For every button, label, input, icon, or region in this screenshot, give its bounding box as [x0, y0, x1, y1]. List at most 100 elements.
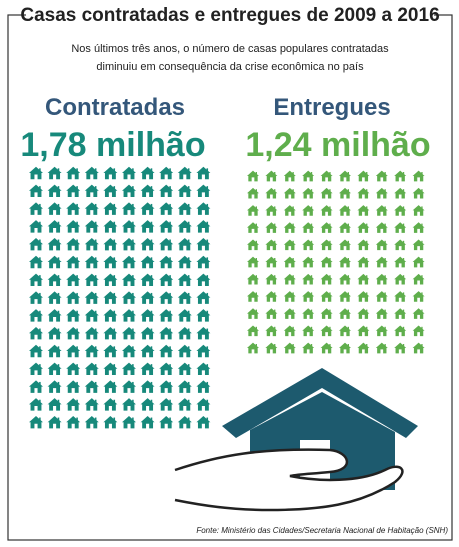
house-icon [84, 380, 99, 393]
house-icon [247, 325, 259, 337]
house-icon [29, 362, 43, 376]
house-icon [122, 202, 136, 215]
house-icon [394, 205, 407, 216]
house-icon [412, 291, 425, 302]
house-icon [84, 237, 99, 251]
house-icon [140, 273, 155, 287]
house-icon [122, 166, 136, 180]
house-icon [84, 166, 99, 180]
house-icon [196, 309, 211, 322]
house-icon [357, 222, 370, 233]
house-icon [357, 256, 370, 268]
house-icon [103, 202, 118, 215]
house-icon [103, 184, 118, 198]
house-icon [196, 184, 211, 198]
house-icon [394, 187, 407, 199]
house-in-hand [174, 368, 418, 512]
house-icon [265, 273, 278, 285]
house-icon [177, 291, 192, 304]
house-icon [140, 255, 155, 269]
house-icon [302, 187, 315, 199]
house-icon [122, 237, 136, 251]
house-icon [66, 362, 81, 376]
house-icon [159, 202, 174, 215]
house-icon [375, 273, 388, 285]
house-icon [196, 291, 211, 304]
house-icon [412, 187, 425, 199]
house-icon [159, 415, 174, 429]
house-icon [122, 326, 136, 340]
house-icon [339, 291, 351, 302]
house-icon [412, 205, 425, 216]
house-icon [122, 344, 136, 358]
house-icon [302, 256, 315, 268]
house-icon [265, 256, 278, 268]
house-icon [29, 273, 43, 287]
house-icon [375, 239, 388, 251]
house-icon [159, 291, 174, 304]
house-icon [247, 239, 259, 251]
house-icon [66, 344, 81, 358]
house-icon [283, 170, 296, 182]
house-icon [283, 187, 296, 199]
title-bg [26, 4, 434, 26]
house-icon [247, 308, 259, 319]
house-icon [103, 255, 118, 269]
house-icon [177, 220, 192, 233]
house-icon [159, 273, 174, 287]
house-icon [412, 325, 425, 337]
house-icon [47, 344, 62, 358]
house-icon [29, 326, 43, 340]
house-icon [412, 170, 425, 182]
house-icon [412, 239, 425, 251]
house-icon [283, 239, 296, 251]
house-icon [103, 220, 118, 233]
house-icon [103, 291, 118, 304]
house-icon [247, 342, 259, 354]
house-icon [140, 344, 155, 358]
house-icon [177, 344, 192, 358]
house-icon [302, 342, 315, 354]
house-icon [122, 362, 136, 376]
house-icon [29, 202, 43, 215]
house-icon [122, 255, 136, 269]
house-icon [29, 220, 43, 233]
house-icon [375, 342, 388, 354]
house-icon [84, 362, 99, 376]
house-icon [339, 273, 351, 285]
house-icon [177, 184, 192, 198]
house-icon [140, 237, 155, 251]
house-icon [140, 184, 155, 198]
house-icon [394, 239, 407, 251]
house-icon [103, 309, 118, 322]
house-icon [375, 325, 388, 337]
house-icon [196, 380, 211, 393]
house-icon [47, 255, 62, 269]
house-icon [66, 398, 81, 411]
house-icon [66, 237, 81, 251]
house-icon [283, 256, 296, 268]
house-icon [84, 202, 99, 215]
house-icon [302, 170, 315, 182]
house-icon [29, 291, 43, 304]
house-icon [283, 308, 296, 319]
house-icon [196, 326, 211, 340]
house-icon [196, 344, 211, 358]
house-icon [302, 325, 315, 337]
house-icon [196, 398, 211, 411]
house-icon [122, 380, 136, 393]
icon-grids [29, 166, 425, 429]
subtitle: Nos últimos três anos, o número de casas… [71, 43, 389, 55]
house-icon [320, 222, 333, 233]
house-icon [357, 205, 370, 216]
house-icon [196, 273, 211, 287]
house-icon [47, 326, 62, 340]
house-icon [84, 415, 99, 429]
house-icon [265, 187, 278, 199]
house-icon [265, 222, 278, 233]
house-icon [412, 222, 425, 233]
house-icon [140, 202, 155, 215]
house-icon [302, 273, 315, 285]
house-icon [283, 291, 296, 302]
